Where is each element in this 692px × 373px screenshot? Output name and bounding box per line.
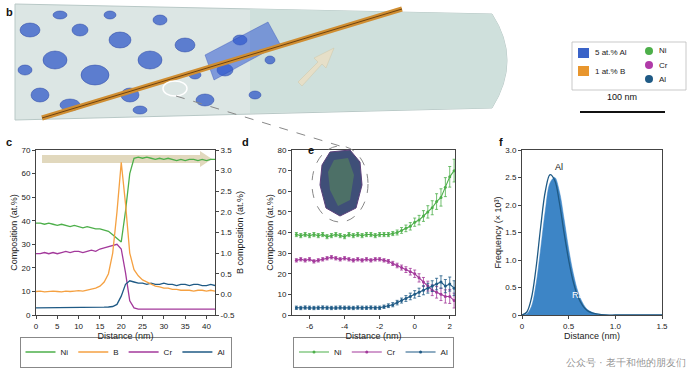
svg-text:30: 30	[277, 249, 286, 258]
svg-text:-4: -4	[341, 322, 349, 331]
svg-text:0: 0	[26, 311, 31, 320]
svg-text:1.5: 1.5	[505, 228, 517, 237]
svg-text:Ni: Ni	[61, 348, 69, 357]
svg-text:Random: Random	[572, 290, 606, 300]
svg-text:35: 35	[181, 322, 190, 331]
svg-text:Ni: Ni	[334, 348, 342, 357]
svg-text:2.5: 2.5	[221, 187, 233, 196]
svg-text:Al: Al	[659, 75, 666, 84]
svg-text:Al: Al	[217, 348, 224, 357]
svg-text:Composition (at.%): Composition (at.%)	[265, 194, 275, 271]
svg-text:Distance (nm): Distance (nm)	[564, 331, 620, 341]
svg-text:10: 10	[74, 322, 83, 331]
svg-text:10: 10	[277, 290, 286, 299]
svg-text:0: 0	[520, 322, 525, 331]
svg-text:1.0: 1.0	[610, 322, 622, 331]
svg-text:2.0: 2.0	[505, 201, 517, 210]
svg-text:0.0: 0.0	[221, 290, 233, 299]
svg-text:50: 50	[277, 208, 286, 217]
svg-text:1.5: 1.5	[656, 322, 668, 331]
svg-text:15: 15	[95, 322, 104, 331]
svg-text:B composition (at.%): B composition (at.%)	[235, 191, 245, 274]
svg-text:0: 0	[282, 311, 287, 320]
svg-text:20: 20	[277, 270, 286, 279]
svg-text:3.0: 3.0	[505, 146, 517, 155]
svg-text:2.0: 2.0	[221, 208, 233, 217]
svg-text:60: 60	[21, 169, 30, 178]
svg-text:40: 40	[21, 217, 30, 226]
svg-text:50: 50	[21, 193, 30, 202]
svg-text:20: 20	[21, 264, 30, 273]
svg-text:1 at.% B: 1 at.% B	[595, 67, 625, 76]
svg-text:60: 60	[277, 187, 286, 196]
svg-text:40: 40	[202, 322, 211, 331]
svg-text:Cr: Cr	[164, 348, 173, 357]
svg-text:b: b	[6, 6, 13, 18]
svg-text:Ni: Ni	[659, 46, 667, 55]
svg-text:0.5: 0.5	[221, 270, 233, 279]
svg-text:2: 2	[448, 322, 453, 331]
svg-text:80: 80	[277, 146, 286, 155]
svg-text:25: 25	[138, 322, 147, 331]
svg-text:100 nm: 100 nm	[607, 92, 637, 102]
svg-text:Cr: Cr	[387, 348, 396, 357]
svg-text:-0.5: -0.5	[221, 311, 235, 320]
svg-text:70: 70	[277, 166, 286, 175]
svg-text:10: 10	[21, 287, 30, 296]
svg-text:5: 5	[55, 322, 60, 331]
svg-text:5 at.% Al: 5 at.% Al	[595, 48, 627, 57]
svg-text:Distance (nm): Distance (nm)	[345, 331, 401, 341]
svg-text:d: d	[242, 136, 249, 148]
svg-text:e: e	[308, 144, 314, 156]
svg-text:3.5: 3.5	[221, 146, 233, 155]
svg-text:0.5: 0.5	[563, 322, 575, 331]
svg-text:3.0: 3.0	[221, 166, 233, 175]
svg-text:Composition (at.%): Composition (at.%)	[9, 194, 19, 271]
svg-text:-2: -2	[376, 322, 384, 331]
svg-text:0: 0	[34, 322, 39, 331]
svg-text:0.5: 0.5	[505, 283, 517, 292]
svg-text:公众号 · 老千和他的朋友们: 公众号 · 老千和他的朋友们	[566, 357, 686, 368]
svg-text:40: 40	[277, 228, 286, 237]
svg-text:Al: Al	[441, 348, 448, 357]
svg-text:c: c	[6, 136, 12, 148]
svg-text:0: 0	[412, 322, 417, 331]
svg-text:Al: Al	[555, 162, 563, 172]
svg-text:30: 30	[21, 240, 30, 249]
svg-text:1.5: 1.5	[221, 228, 233, 237]
svg-text:1.0: 1.0	[221, 249, 233, 258]
svg-text:1.0: 1.0	[505, 256, 517, 265]
svg-text:20: 20	[117, 322, 126, 331]
svg-text:0: 0	[512, 311, 517, 320]
svg-text:-6: -6	[306, 322, 314, 331]
svg-text:30: 30	[159, 322, 168, 331]
svg-text:Cr: Cr	[659, 61, 668, 70]
svg-text:70: 70	[21, 146, 30, 155]
svg-text:2.5: 2.5	[505, 173, 517, 182]
svg-text:Frequency (× 10³): Frequency (× 10³)	[493, 197, 503, 269]
svg-text:B: B	[113, 348, 118, 357]
svg-text:Distance (nm): Distance (nm)	[97, 331, 153, 341]
svg-text:f: f	[499, 136, 503, 148]
